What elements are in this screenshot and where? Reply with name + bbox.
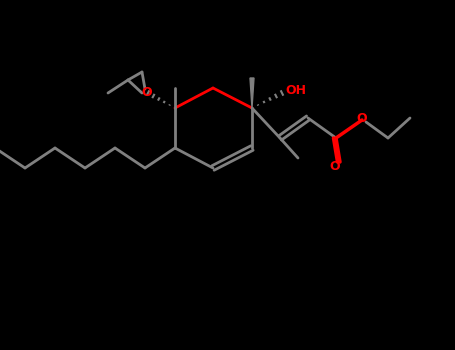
Text: O: O — [330, 161, 340, 174]
Polygon shape — [250, 78, 254, 108]
Text: O: O — [142, 85, 152, 98]
Text: OH: OH — [285, 84, 306, 98]
Text: O: O — [357, 112, 367, 125]
